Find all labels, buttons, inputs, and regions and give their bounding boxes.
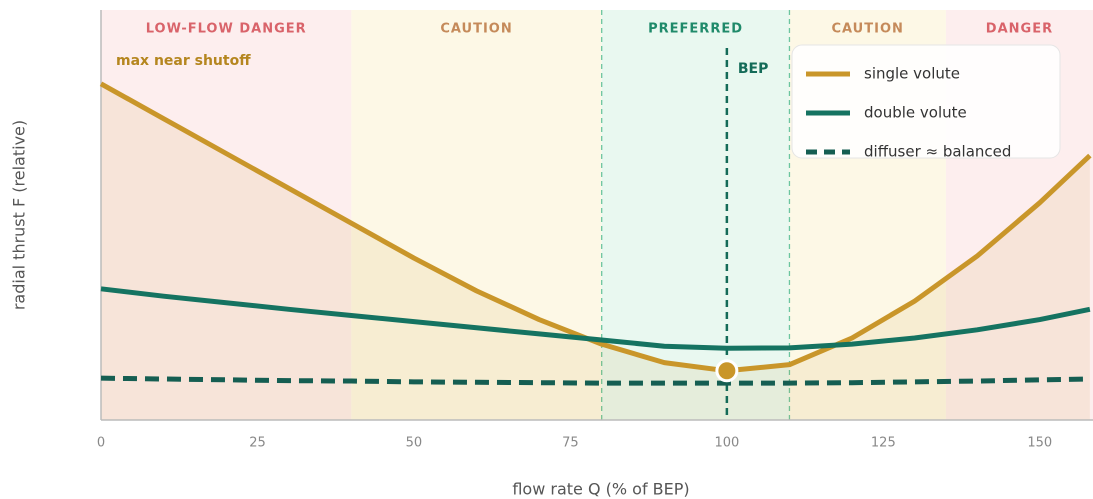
x-tick-label: 50 bbox=[406, 436, 423, 451]
zone-label: DANGER bbox=[986, 22, 1053, 37]
bep-label: BEP bbox=[738, 61, 769, 77]
x-tick-label: 150 bbox=[1027, 436, 1052, 451]
zone-label: PREFERRED bbox=[648, 22, 743, 37]
x-tick-label: 125 bbox=[871, 436, 896, 451]
zone bbox=[351, 10, 602, 420]
x-tick-label: 25 bbox=[249, 436, 266, 451]
series-line bbox=[99, 81, 1092, 374]
legend-box bbox=[791, 44, 1061, 159]
annotation: max near shutoff bbox=[116, 53, 251, 69]
x-tick-label: 0 bbox=[97, 436, 105, 451]
series-line bbox=[100, 286, 1091, 351]
bep-marker bbox=[715, 359, 739, 383]
legend-label: double volute bbox=[864, 104, 967, 122]
series-line bbox=[100, 375, 1090, 386]
x-tick-label: 75 bbox=[562, 436, 579, 451]
legend-label: diffuser ≈ balanced bbox=[864, 143, 1011, 161]
x-axis-label: flow rate Q (% of BEP) bbox=[512, 480, 689, 499]
zone-label: CAUTION bbox=[831, 22, 903, 37]
y-axis-label: radial thrust F (relative) bbox=[10, 120, 29, 310]
area bbox=[101, 83, 1090, 421]
zone-label: LOW-FLOW DANGER bbox=[146, 22, 307, 37]
x-tick-label: 100 bbox=[714, 436, 739, 451]
zone bbox=[101, 10, 352, 420]
zone-label: CAUTION bbox=[440, 22, 512, 37]
legend-label: single volute bbox=[864, 65, 960, 83]
